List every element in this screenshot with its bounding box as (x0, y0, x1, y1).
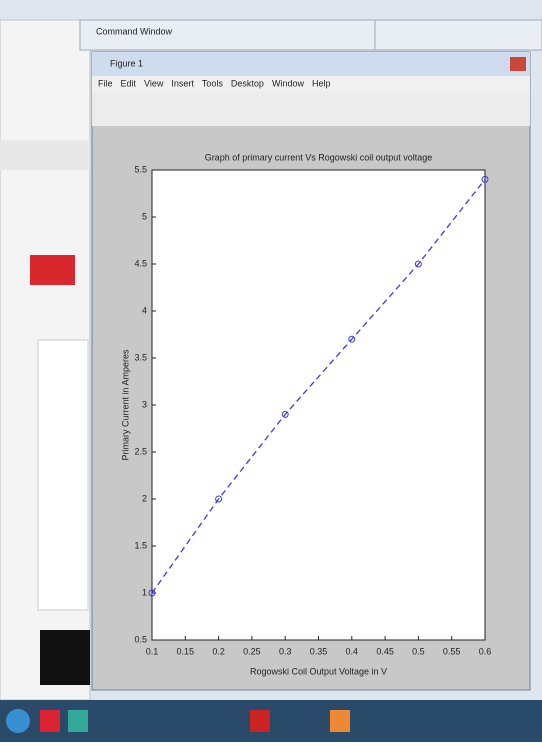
x-tick-label: 0.15 (177, 646, 195, 656)
menu-item[interactable]: Desktop (231, 78, 264, 88)
x-tick-label: 0.4 (346, 646, 359, 656)
video-logo (30, 255, 75, 285)
x-axis-label: Rogowski Coil Output Voltage in V (250, 666, 387, 676)
y-tick-label: 2.5 (134, 446, 147, 456)
y-tick-label: 4.5 (134, 258, 147, 268)
task-icon[interactable] (68, 710, 88, 732)
plot-area (152, 170, 485, 640)
task-icon[interactable] (330, 710, 350, 732)
chart-title: Graph of primary current Vs Rogowski coi… (205, 152, 433, 162)
close-button[interactable] (510, 57, 526, 71)
x-tick-label: 0.45 (376, 646, 394, 656)
title-bar (92, 52, 530, 76)
window-title: Figure 1 (110, 58, 143, 68)
x-tick-label: 0.5 (412, 646, 425, 656)
menu-item[interactable]: Help (312, 78, 331, 88)
menu-item[interactable]: Insert (171, 78, 194, 88)
y-tick-label: 5 (142, 211, 147, 221)
other-window (375, 20, 542, 50)
toolbar (92, 92, 530, 126)
x-tick-label: 0.35 (310, 646, 328, 656)
x-tick-label: 0.25 (243, 646, 261, 656)
video-thumb (40, 630, 90, 685)
task-icon[interactable] (40, 710, 60, 732)
screen: Command Window Figure 1 File Edit View Inse… (0, 0, 542, 742)
y-tick-label: 3.5 (134, 352, 147, 362)
menu-item[interactable]: View (144, 78, 164, 88)
y-tick-label: 2 (142, 493, 147, 503)
x-tick-label: 0.3 (279, 646, 292, 656)
background-title: Command Window (96, 26, 173, 36)
menu-item[interactable]: Window (272, 78, 305, 88)
y-tick-label: 1 (142, 587, 147, 597)
y-tick-label: 1.5 (134, 540, 147, 550)
task-icon[interactable] (250, 710, 270, 732)
menu-item[interactable]: File (98, 78, 113, 88)
y-tick-label: 4 (142, 305, 147, 315)
browser-toolbar (0, 140, 90, 170)
x-tick-label: 0.6 (479, 646, 492, 656)
y-axis-label: Primary Current in Amperes (120, 349, 130, 461)
x-tick-label: 0.2 (212, 646, 225, 656)
article-panel (38, 340, 88, 610)
page: Command Window Figure 1 File Edit View Inse… (0, 0, 542, 742)
menu-item[interactable]: Tools (202, 78, 224, 88)
x-tick-label: 0.1 (146, 646, 159, 656)
y-tick-label: 5.5 (134, 164, 147, 174)
x-tick-label: 0.55 (443, 646, 461, 656)
y-tick-label: 0.5 (134, 634, 147, 644)
start-button[interactable] (6, 709, 30, 733)
menu-item[interactable]: Edit (121, 78, 137, 88)
y-tick-label: 3 (142, 399, 147, 409)
